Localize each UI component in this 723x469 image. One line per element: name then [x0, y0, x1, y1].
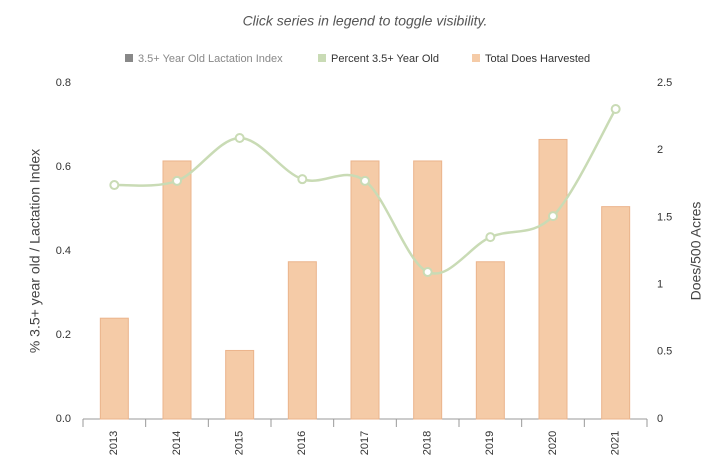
x-tick-label: 2015: [234, 431, 246, 455]
line-marker: [422, 267, 433, 277]
bar: [601, 206, 631, 420]
bar: [225, 349, 255, 420]
line-marker: [297, 174, 308, 185]
y2-tick-label: 1.5: [657, 211, 672, 223]
y-tick-label: 0.6: [56, 161, 71, 173]
bar: [538, 138, 568, 420]
legend-swatch[interactable]: [125, 54, 133, 62]
y-tick-label: 0.0: [56, 413, 71, 425]
bar: [475, 261, 505, 420]
x-tick-label: 2013: [108, 431, 120, 455]
y-axis-title: % 3.5+ year old / Lactation Index: [27, 149, 43, 353]
x-tick-label: 2019: [484, 431, 496, 455]
line-marker: [234, 133, 245, 144]
y2-axis-title: Does/500 Acres: [688, 202, 704, 301]
x-tick-label: 2021: [610, 431, 622, 455]
y2-tick-label: 2.5: [657, 77, 672, 89]
legend-label[interactable]: Total Does Harvested: [485, 53, 590, 65]
x-tick-label: 2016: [296, 431, 308, 455]
y-tick-label: 0.8: [56, 77, 71, 89]
legend-label[interactable]: Percent 3.5+ Year Old: [331, 53, 439, 65]
chart-subtitle: Click series in legend to toggle visibil…: [243, 13, 488, 29]
bar: [350, 160, 380, 420]
legend-swatch[interactable]: [472, 54, 480, 62]
bar: [162, 160, 192, 420]
bar: [413, 160, 443, 420]
x-tick-label: 2014: [171, 431, 183, 455]
bar: [99, 317, 129, 420]
line-marker: [548, 211, 558, 222]
line-marker: [610, 104, 621, 115]
bar: [287, 261, 317, 420]
legend-swatch[interactable]: [318, 54, 326, 62]
x-tick-label: 2018: [422, 431, 434, 455]
x-tick-label: 2020: [547, 431, 559, 455]
line-marker: [109, 180, 120, 191]
line: [114, 108, 617, 275]
y-tick-label: 0.4: [56, 245, 71, 257]
legend-label[interactable]: 3.5+ Year Old Lactation Index: [138, 53, 283, 65]
line-marker: [360, 175, 370, 186]
y2-tick-label: 0.5: [657, 346, 672, 358]
y2-tick-label: 1: [657, 279, 663, 291]
y-tick-label: 0.2: [56, 329, 71, 341]
line-marker: [485, 232, 496, 243]
line-marker: [172, 175, 182, 186]
x-tick-label: 2017: [359, 431, 371, 455]
y2-tick-label: 0: [657, 413, 663, 425]
y2-tick-label: 2: [657, 144, 663, 156]
